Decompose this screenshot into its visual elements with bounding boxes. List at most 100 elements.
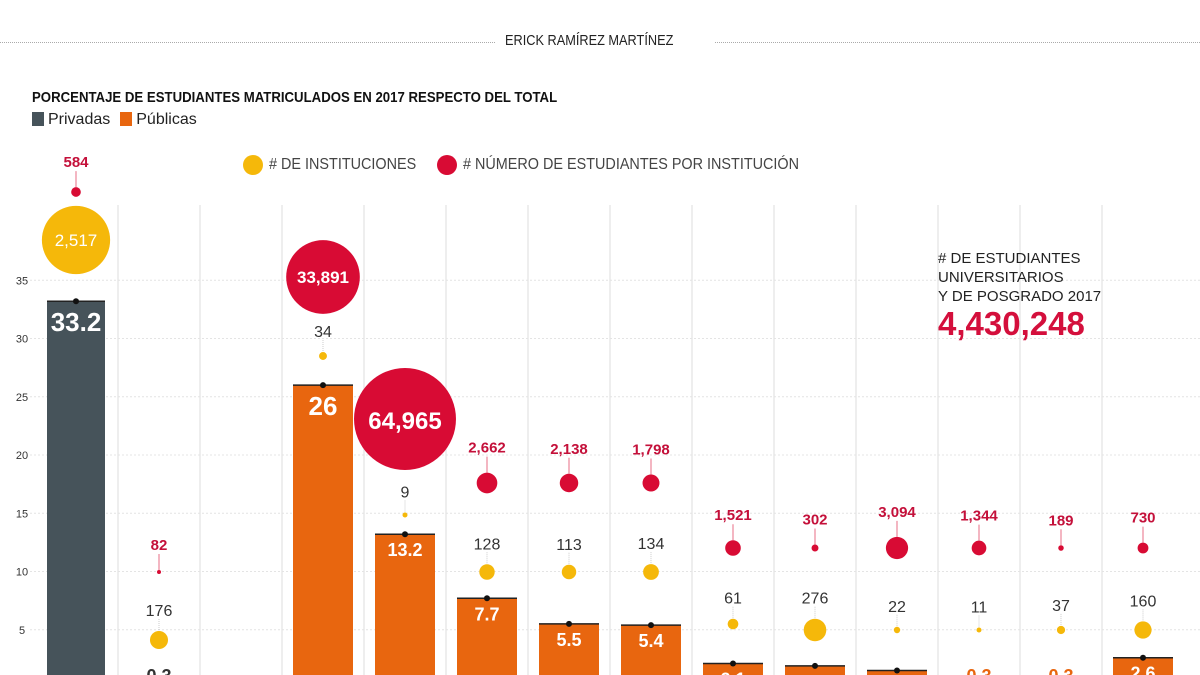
legend-students: # NÚMERO DE ESTUDIANTES POR INSTITUCIÓN [437, 155, 836, 175]
author: ERICK RAMÍREZ MARTÍNEZ [505, 32, 674, 49]
bar-value-label: 2.1 [720, 670, 745, 675]
divider [715, 42, 1200, 43]
y-tick-label: 15 [16, 508, 28, 520]
bar-value-label: 7.7 [474, 604, 499, 624]
bar [375, 534, 435, 675]
students-per-institution-label: 2,138 [550, 441, 588, 458]
students-per-institution-bubble [286, 240, 360, 314]
students-per-institution-bubble [157, 570, 161, 574]
legend-institutions: # DE INSTITUCIONES [243, 155, 433, 175]
students-per-institution-label: 1,521 [714, 507, 752, 524]
bar-marker [1140, 654, 1146, 661]
students-per-institution-label: 64,965 [368, 408, 441, 435]
bar [785, 665, 845, 675]
bar-marker [484, 595, 490, 602]
students-per-institution-label: 3,094 [878, 504, 916, 521]
chart-title: PORCENTAJE DE ESTUDIANTES MATRICULADOS E… [32, 89, 558, 106]
legend-privadas: Privadas [32, 111, 110, 129]
bar-marker [73, 298, 79, 305]
institutions-bubble [561, 564, 577, 580]
students-per-institution-label: 730 [1130, 510, 1155, 527]
institutions-bubble [1056, 625, 1066, 635]
y-tick-label: 5 [19, 625, 25, 637]
students-per-institution-bubble [1058, 545, 1064, 551]
institutions-bubble [41, 205, 111, 275]
bar-value-label: 13.2 [387, 540, 422, 560]
institutions-bubble [319, 352, 327, 360]
students-per-institution-bubble [559, 473, 579, 493]
institutions-bubble [976, 627, 982, 633]
institutions-bubble [402, 512, 408, 518]
institutions-label: 176 [146, 603, 173, 620]
y-tick-label: 25 [16, 392, 28, 404]
bar-value-label: 0.3 [966, 666, 991, 675]
institutions-bubble [643, 564, 659, 580]
students-per-institution-bubble [885, 536, 909, 560]
bar [457, 598, 517, 675]
bar [703, 663, 763, 675]
bar-marker [648, 622, 654, 629]
students-per-institution-label: 1,344 [960, 508, 998, 525]
legend-publicas: Públicas [120, 111, 197, 129]
bar-marker [812, 662, 818, 669]
students-per-institution-bubble [1137, 542, 1149, 554]
institutions-label: 2,517 [55, 231, 98, 250]
bar-marker [320, 382, 326, 389]
students-per-institution-label: 302 [802, 512, 827, 529]
students-per-institution-label: 189 [1048, 512, 1073, 529]
institutions-label: 160 [1130, 593, 1157, 610]
students-per-institution-label: 33,891 [297, 268, 349, 287]
institutions-label: 22 [888, 599, 906, 616]
bar [1113, 657, 1173, 675]
bar-value-label: 5.5 [556, 630, 581, 650]
bar [539, 623, 599, 675]
institutions-bubble [149, 630, 169, 650]
students-per-institution-bubble [71, 187, 81, 197]
institutions-label: 134 [638, 536, 665, 553]
bar-marker [566, 620, 572, 627]
bar-value-label: 5.4 [638, 631, 663, 651]
divider [0, 42, 495, 43]
institutions-label: 128 [474, 536, 501, 553]
bar-value-label: 26 [309, 391, 338, 421]
institutions-label: 11 [971, 600, 988, 617]
students-per-institution-bubble [354, 368, 456, 470]
y-tick-label: 10 [16, 567, 28, 579]
bar [293, 385, 353, 675]
institutions-bubble [1134, 621, 1152, 639]
total-annotation: # DE ESTUDIANTES UNIVERSITARIOS Y DE POS… [938, 250, 1102, 342]
institutions-bubble [803, 618, 827, 642]
students-per-institution-bubble [725, 540, 741, 556]
institutions-label: 276 [802, 591, 829, 608]
students-per-institution-bubble [811, 544, 819, 552]
institutions-bubble [893, 626, 901, 634]
students-per-institution-label: 82 [151, 537, 168, 554]
y-tick-label: 20 [16, 450, 28, 462]
institutions-label: 61 [724, 591, 742, 608]
y-tick-label: 35 [16, 275, 28, 287]
bar-value-label: 1.9 [802, 672, 827, 675]
students-per-institution-bubble [476, 472, 498, 494]
bar-value-label: 0.3 [146, 666, 171, 675]
bar [621, 625, 681, 675]
students-per-institution-bubble [642, 474, 660, 492]
institutions-label: 9 [401, 485, 410, 502]
institutions-label: 113 [556, 537, 582, 554]
students-per-institution-label: 1,798 [632, 442, 670, 459]
bar-value-label: 0.3 [1048, 666, 1073, 675]
institutions-bubble [479, 564, 495, 580]
bar-value-label: 2.6 [1130, 664, 1155, 675]
legend: Privadas Públicas [32, 111, 197, 129]
bar-value-label: 33.2 [51, 307, 102, 337]
students-per-institution-label: 2,662 [468, 440, 506, 457]
bar-marker [730, 660, 736, 667]
students-per-institution-bubble [971, 540, 987, 556]
bar-marker [894, 667, 900, 674]
y-tick-label: 30 [16, 334, 28, 346]
byline: ERICK RAMÍREZ MARTÍNEZ [0, 32, 1200, 52]
institutions-label: 34 [314, 324, 332, 341]
total-students: 4,430,248 [938, 305, 1085, 342]
students-per-institution-label: 584 [63, 154, 89, 171]
institutions-label: 37 [1052, 598, 1070, 615]
